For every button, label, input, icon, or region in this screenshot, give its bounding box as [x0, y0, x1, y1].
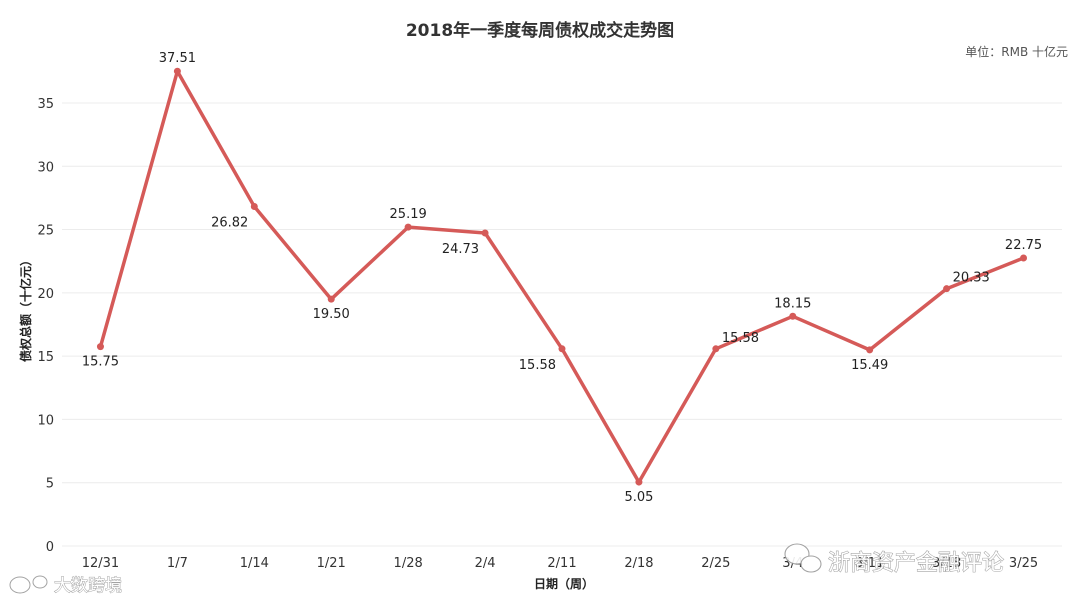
data-label: 15.75 [82, 355, 119, 370]
series-line [98, 69, 1026, 484]
data-point [712, 345, 720, 353]
x-tick-label: 1/21 [317, 556, 346, 571]
x-tick-label: 2/11 [547, 556, 576, 571]
y-tick-label: 30 [37, 160, 54, 175]
data-point [481, 229, 489, 237]
chart-title: 2018年一季度每周债权成交走势图 [406, 20, 674, 41]
y-tick-label: 10 [37, 413, 54, 428]
data-point [404, 223, 412, 231]
y-tick-label: 15 [37, 350, 54, 365]
watermark-left: 大数跨境 [54, 576, 122, 596]
data-point [866, 346, 874, 354]
data-label: 37.51 [159, 51, 196, 66]
x-tick-label: 3/25 [1009, 556, 1038, 571]
y-axis-label: 债权总额（十亿元） [18, 254, 33, 362]
y-tick-label: 25 [37, 224, 54, 239]
wechat-watermark: 浙商资产金融评论 [784, 543, 1005, 577]
y-tick-label: 35 [37, 97, 54, 112]
data-point [789, 312, 797, 320]
x-tick-label: 1/14 [240, 556, 269, 571]
data-label: 18.15 [774, 296, 811, 311]
data-label: 26.82 [211, 216, 248, 231]
data-label: 20.33 [953, 271, 990, 286]
data-label: 15.58 [722, 331, 759, 346]
x-tick-label: 2/18 [624, 556, 653, 571]
data-label: 24.73 [442, 242, 479, 257]
data-labels: 15.75 37.51 26.82 19.50 25.19 24.73 15.58 5.05 1… [82, 51, 1042, 505]
x-tick-label: 1/7 [167, 556, 188, 571]
data-point [635, 478, 643, 486]
weibo-icon [9, 575, 48, 594]
data-point [558, 345, 566, 353]
grid-lines [62, 102, 1062, 547]
y-tick-label: 20 [37, 287, 54, 302]
x-tick-label: 2/25 [701, 556, 730, 571]
data-label: 22.75 [1005, 238, 1042, 253]
x-tick-label: 3/11 [855, 556, 884, 571]
data-points [96, 67, 1028, 486]
x-tick-label: 3/18 [932, 556, 961, 571]
data-point [250, 203, 258, 211]
y-tick-label: 0 [46, 540, 54, 555]
data-point [96, 343, 104, 351]
x-tick-label: 12/31 [82, 556, 119, 571]
data-label: 5.05 [624, 490, 653, 505]
weibo-watermark: 大数跨境 [9, 575, 123, 597]
data-point [173, 67, 181, 75]
unit-label: 单位：RMB 十亿元 [965, 44, 1068, 59]
data-label: 15.49 [851, 358, 888, 373]
data-point [1020, 254, 1028, 262]
y-axis-ticks: 0 5 10 15 20 25 30 35 [37, 97, 54, 555]
data-label: 15.58 [519, 358, 556, 373]
data-label: 19.50 [313, 307, 350, 322]
x-tick-label: 2/4 [475, 556, 496, 571]
data-point [943, 285, 951, 293]
x-axis-label: 日期（周） [534, 576, 594, 591]
data-label: 25.19 [390, 207, 427, 222]
wechat-icon [784, 543, 822, 573]
data-point [327, 295, 335, 303]
x-tick-label: 1/28 [394, 556, 423, 571]
x-axis-ticks: 12/311/71/141/211/282/42/112/182/253/43/… [82, 556, 1038, 571]
y-tick-label: 5 [46, 477, 54, 492]
watermark-right: 浙商资产金融评论 [828, 551, 1004, 576]
